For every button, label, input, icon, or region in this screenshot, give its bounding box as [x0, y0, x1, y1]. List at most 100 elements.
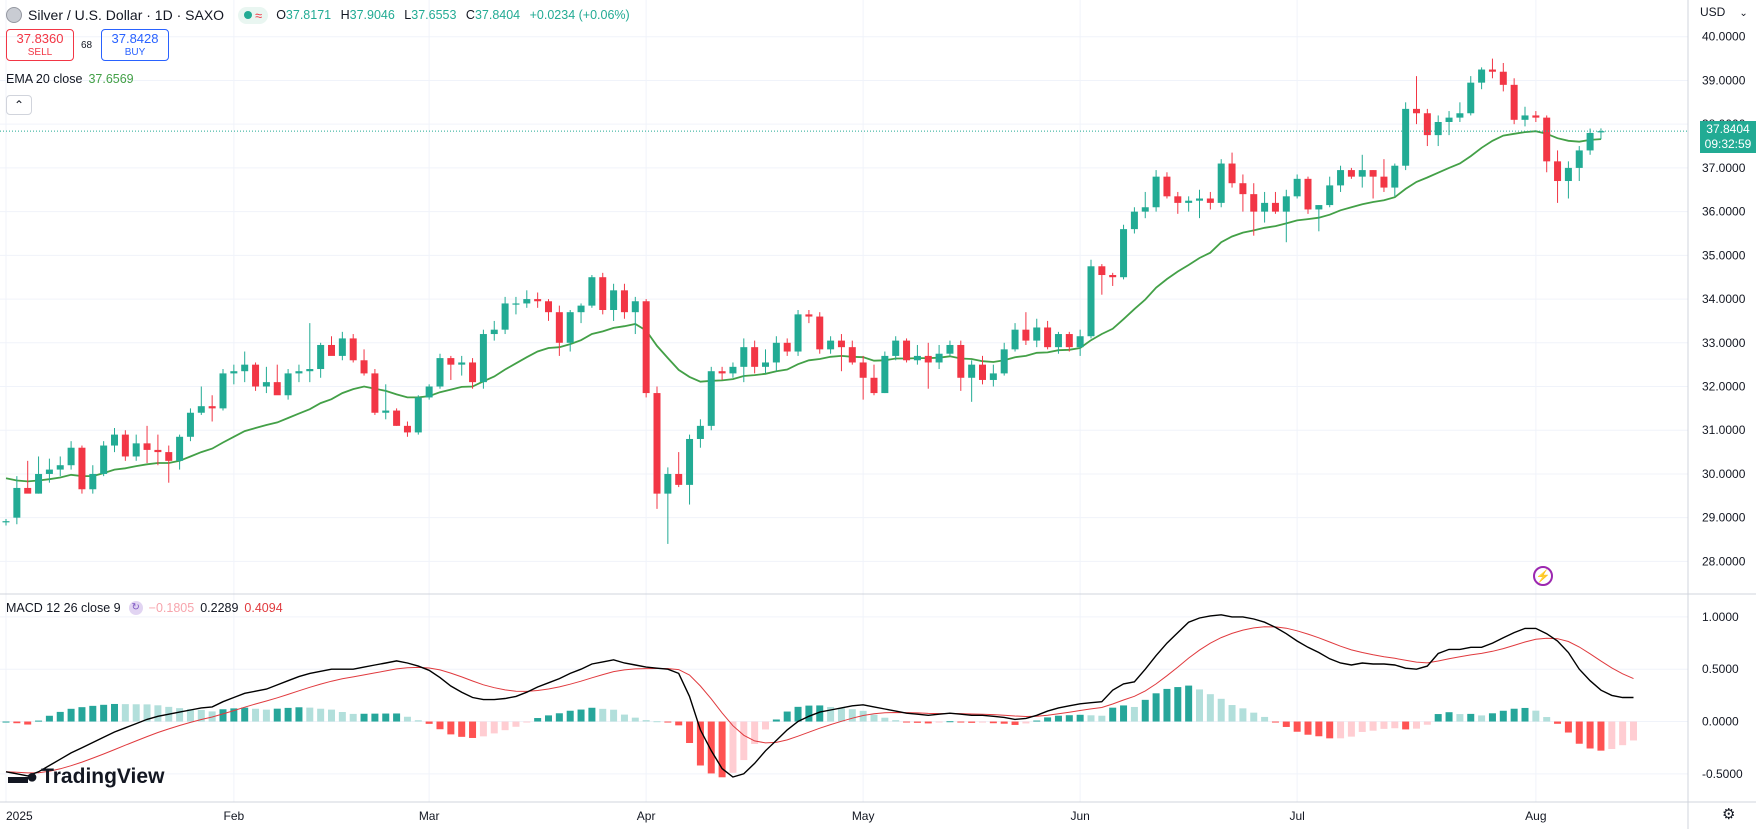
sell-button[interactable]: 37.8360 SELL — [6, 29, 74, 61]
candle-body — [317, 344, 325, 370]
candle-body — [328, 344, 335, 356]
macd-histogram-bar — [1239, 708, 1247, 722]
macd-histogram-bar — [848, 709, 856, 722]
macd-histogram-bar — [317, 708, 325, 722]
macd-histogram-bar — [718, 721, 726, 778]
candle-body — [360, 360, 368, 374]
macd-line — [5, 614, 1634, 778]
candle-body — [306, 369, 314, 372]
spread-value: 68 — [81, 40, 93, 51]
open-label: O — [276, 8, 286, 22]
candle-body — [1185, 200, 1193, 203]
macd-histogram-bar — [1543, 717, 1551, 722]
macd-histogram-bar — [1271, 721, 1279, 723]
change-value: +0.0234 (+0.06%) — [529, 8, 630, 22]
candle-body — [176, 436, 184, 461]
candle-body — [1445, 117, 1453, 122]
close-value: 37.8404 — [474, 8, 521, 22]
candle-body — [1467, 82, 1475, 114]
macd-histogram-bar — [707, 721, 715, 774]
candle-body — [566, 312, 574, 343]
candle-body — [1239, 183, 1247, 195]
macd-histogram-bar — [794, 706, 802, 722]
candle-body — [1413, 108, 1420, 114]
macd-histogram-bar — [425, 721, 433, 724]
macd-tick-label: 0.5000 — [1702, 662, 1739, 676]
candle-body — [794, 314, 802, 352]
candle-body — [924, 355, 932, 363]
candle-body — [1586, 132, 1594, 151]
market-status[interactable]: ≈ — [238, 6, 269, 24]
macd-histogram-bar — [783, 711, 791, 722]
currency-selector[interactable]: USD ⌄ — [1700, 5, 1748, 19]
candle-body — [219, 373, 227, 409]
low-label: L — [404, 8, 412, 22]
candle-body — [1391, 165, 1399, 188]
macd-histogram-bar — [490, 721, 498, 734]
macd-line-value: 0.2289 — [200, 601, 239, 615]
macd-histogram-bar — [1630, 721, 1637, 741]
macd-histogram-bar — [870, 714, 878, 722]
delayed-data-icon: ≈ — [255, 7, 263, 23]
candle-body — [935, 353, 943, 363]
candle-body — [338, 338, 346, 356]
macd-histogram-bar — [284, 707, 292, 722]
flash-icon[interactable]: ⚡ — [1533, 566, 1553, 586]
low-value: 37.6553 — [411, 8, 457, 22]
macd-legend[interactable]: MACD 12 26 close 9 ↻ −0.1805 0.2289 0.40… — [6, 601, 283, 615]
ema-line — [5, 130, 1602, 483]
macd-histogram-bar — [751, 721, 759, 744]
candle-body — [892, 340, 900, 356]
macd-histogram-bar — [1293, 721, 1301, 732]
buy-button[interactable]: 37.8428 BUY — [101, 29, 169, 61]
candle-body — [1163, 176, 1171, 197]
price-tick-label: 30.0000 — [1702, 467, 1746, 481]
candle-body — [1217, 163, 1225, 203]
macd-histogram-bar — [1326, 721, 1334, 739]
candle-body — [425, 386, 433, 398]
settings-icon[interactable]: ⚙ — [1722, 806, 1736, 823]
macd-histogram-bar — [1152, 693, 1160, 722]
macd-histogram-bar — [197, 709, 205, 722]
collapse-legend-button[interactable]: ⌃ — [6, 95, 32, 115]
macd-histogram-bar — [1391, 721, 1399, 729]
candle-body — [436, 358, 444, 387]
candle-body — [284, 373, 292, 396]
candle-body — [393, 410, 401, 426]
macd-histogram-bar — [1532, 710, 1540, 722]
macd-histogram-bar — [393, 713, 401, 722]
macd-histogram-bar — [827, 706, 835, 722]
macd-histogram-bar — [1510, 708, 1518, 722]
refresh-icon[interactable]: ↻ — [128, 601, 143, 615]
macd-histogram-bar — [1488, 713, 1496, 722]
macd-histogram-bar — [1456, 714, 1464, 722]
candle-body — [946, 344, 954, 354]
macd-histogram-bar — [772, 719, 780, 722]
ema-legend[interactable]: EMA 20 close 37.6569 — [6, 72, 134, 86]
candle-body — [827, 340, 835, 350]
macd-histogram-bar — [696, 721, 704, 766]
candle-body — [1109, 275, 1117, 278]
macd-tick-label: -0.5000 — [1702, 767, 1743, 781]
candle-body — [545, 301, 552, 313]
macd-histogram-bar — [252, 708, 260, 722]
price-tick-label: 32.0000 — [1702, 380, 1746, 394]
tradingview-logo[interactable]: ▬● TradingView — [8, 765, 164, 789]
time-tick-label: Mar — [419, 809, 440, 823]
macd-histogram-bar — [1575, 721, 1583, 744]
candle-body — [653, 393, 661, 494]
candle-body — [1120, 229, 1128, 278]
candle-body — [642, 301, 650, 394]
candle-body — [989, 373, 997, 380]
macd-histogram-bar — [968, 721, 976, 723]
candle-body — [241, 364, 249, 372]
macd-histogram-bar — [1206, 694, 1214, 722]
macd-histogram-bar — [208, 711, 216, 722]
macd-histogram-bar — [1087, 715, 1095, 722]
macd-histogram-bar — [1586, 721, 1594, 749]
macd-histogram-bar — [403, 716, 411, 722]
macd-histogram-bar — [67, 708, 75, 722]
symbol-title[interactable]: Silver / U.S. Dollar · 1D · SAXO — [28, 7, 225, 23]
macd-histogram-bar — [143, 704, 151, 722]
